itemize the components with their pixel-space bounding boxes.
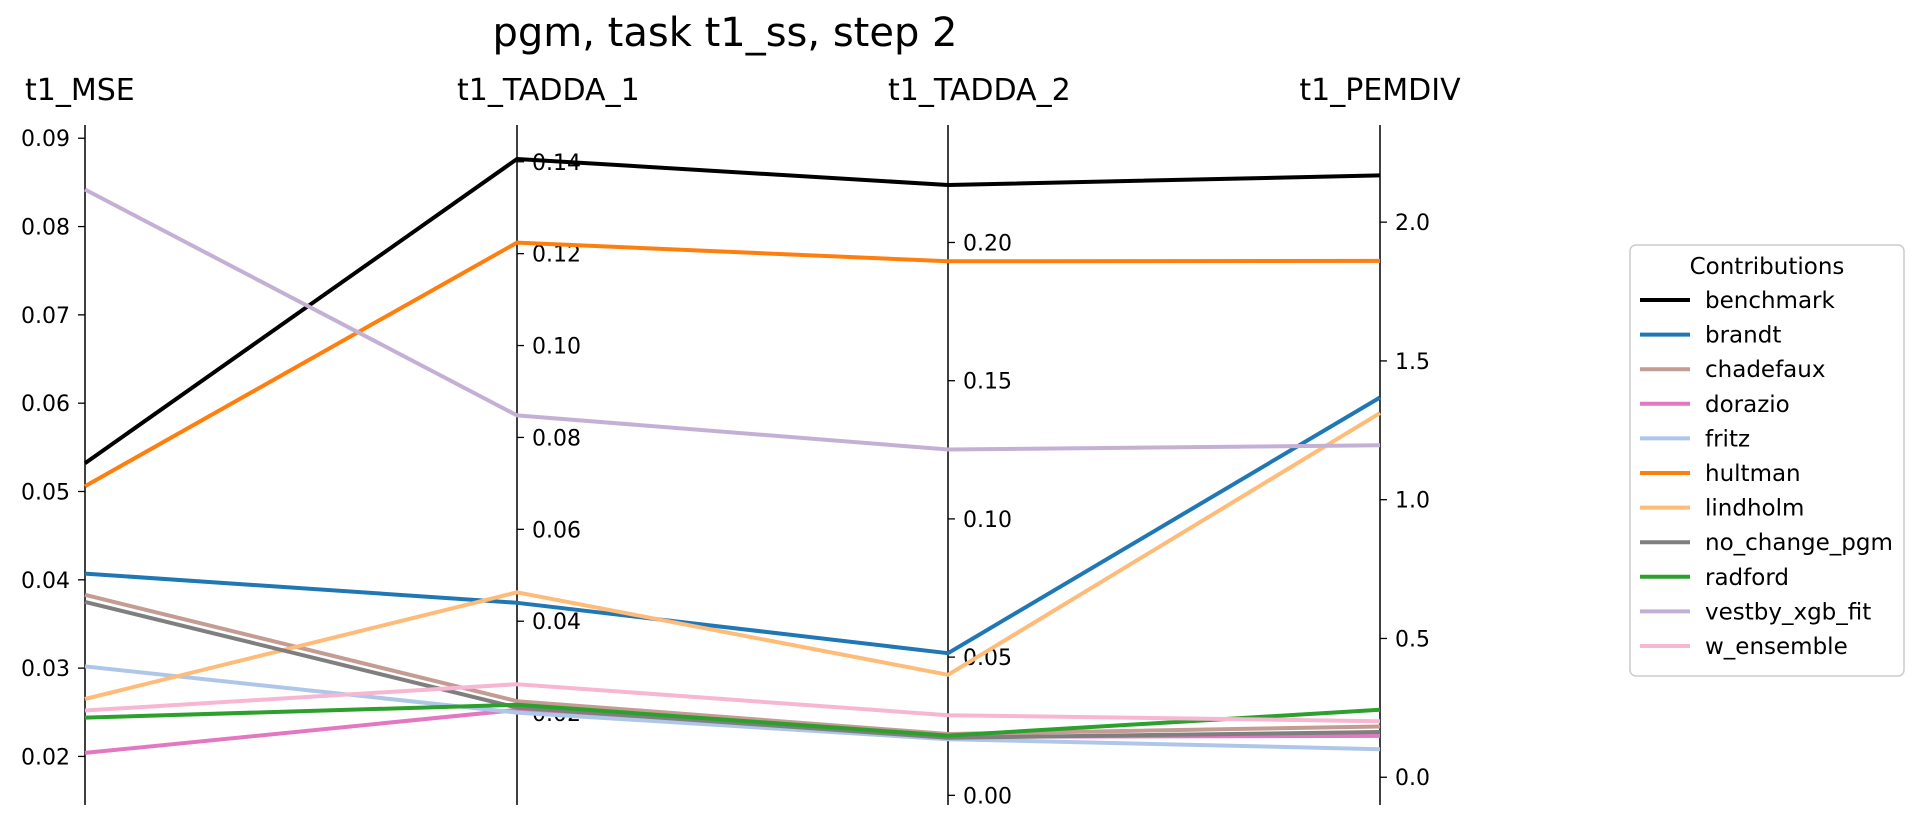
- tick-label: 0.03: [21, 657, 70, 682]
- tick-label: 0.10: [532, 335, 581, 360]
- legend-entry-no-change-pgm: no_change_pgm: [1640, 530, 1893, 556]
- axes: t1_MSE0.020.030.040.050.060.070.080.09t1…: [21, 73, 1461, 809]
- axis-title: t1_TADDA_1: [457, 73, 640, 108]
- series-line-vestby-xgb-fit: [84, 187, 1381, 452]
- tick-label: 0.20: [963, 231, 1012, 256]
- series-line-benchmark: [83, 157, 1381, 465]
- legend-label: vestby_xgb_fit: [1705, 599, 1871, 625]
- axis-t1-pemdiv: t1_PEMDIV 0.0 0.5 1.0 1.5 2.0: [1299, 73, 1461, 805]
- tick-label: 1.0: [1395, 489, 1430, 514]
- tick-label: 0.02: [21, 745, 70, 770]
- legend-label: no_change_pgm: [1705, 530, 1893, 556]
- series-lines: [83, 157, 1382, 755]
- legend-title: Contributions: [1690, 254, 1845, 280]
- tick-label: 0.08: [532, 426, 581, 451]
- tick-label: 0.00: [963, 784, 1012, 809]
- legend-label: brandt: [1705, 323, 1781, 349]
- legend-entry-fritz: fritz: [1640, 426, 1750, 452]
- tick-label: 0.04: [21, 569, 70, 594]
- legend-label: hultman: [1705, 461, 1801, 487]
- legend: Contributions benchmark brandt chadefaux do…: [1629, 244, 1905, 677]
- series-line-fritz: [84, 664, 1381, 752]
- series-line-lindholm: [84, 411, 1382, 701]
- legend-entry-dorazio: dorazio: [1640, 392, 1790, 418]
- tick-label: 0.08: [21, 216, 70, 241]
- tick-label: 0.04: [532, 610, 581, 635]
- tick-label: 0.06: [21, 392, 70, 417]
- tick-label: 1.5: [1395, 350, 1430, 375]
- legend-entry-brandt: brandt: [1640, 323, 1781, 349]
- series-line-hultman: [84, 240, 1381, 488]
- tick-label: 0.10: [963, 508, 1012, 533]
- axis-t1-tadda-2: t1_TADDA_20.000.050.100.150.20: [888, 73, 1071, 809]
- series-line-no-change-pgm: [84, 599, 1381, 740]
- series-line-radford: [84, 702, 1381, 738]
- legend-label: lindholm: [1705, 496, 1804, 522]
- tick-label: 0.06: [532, 518, 581, 543]
- legend-label: dorazio: [1705, 392, 1790, 418]
- tick-label: 0.15: [963, 370, 1012, 395]
- axis-title: t1_TADDA_2: [888, 73, 1071, 108]
- legend-entry-vestby-xgb-fit: vestby_xgb_fit: [1640, 599, 1871, 625]
- legend-entry-chadefaux: chadefaux: [1640, 357, 1825, 383]
- legend-label: radford: [1705, 565, 1789, 591]
- legend-label: chadefaux: [1705, 357, 1825, 383]
- series-line-chadefaux: [84, 592, 1381, 736]
- tick-label: 0.09: [21, 127, 70, 152]
- axis-t1-tadda-1: t1_TADDA_10.020.040.060.080.100.120.14: [457, 73, 640, 805]
- tick-label: 0.07: [21, 304, 70, 329]
- legend-entry-lindholm: lindholm: [1640, 496, 1804, 522]
- legend-label: w_ensemble: [1705, 634, 1848, 660]
- legend-entry-benchmark: benchmark: [1640, 288, 1836, 314]
- axis-t1-mse: t1_MSE 0.02 0.03 0.04 0.05 0.06 0.07 0.08 0.09: [21, 73, 135, 805]
- chart-title: pgm, task t1_ss, step 2: [492, 10, 957, 56]
- tick-label: 0.05: [21, 480, 70, 505]
- series-line-brandt: [84, 395, 1382, 656]
- tick-label: 0.0: [1395, 766, 1430, 791]
- legend-label: benchmark: [1705, 288, 1836, 314]
- tick-label: 0.5: [1395, 627, 1430, 652]
- series-line-w-ensemble: [84, 682, 1381, 724]
- legend-entry-hultman: hultman: [1640, 461, 1801, 487]
- legend-label: fritz: [1705, 426, 1750, 452]
- legend-entry-w-ensemble: w_ensemble: [1640, 634, 1848, 660]
- axis-title: t1_PEMDIV: [1299, 73, 1461, 108]
- tick-label: 2.0: [1395, 211, 1430, 236]
- legend-frame: [1629, 244, 1905, 677]
- axis-title: t1_MSE: [25, 73, 135, 108]
- legend-entry-radford: radford: [1640, 565, 1789, 591]
